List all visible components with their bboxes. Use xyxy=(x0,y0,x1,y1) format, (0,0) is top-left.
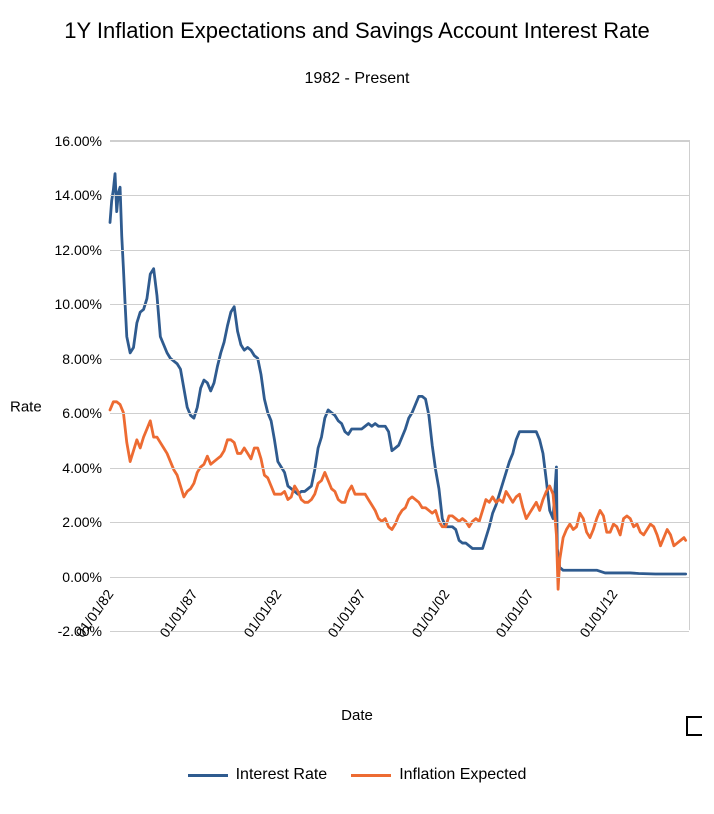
y-tick-label: 12.00% xyxy=(55,242,102,258)
gridline-h xyxy=(110,522,689,523)
legend-label: Interest Rate xyxy=(236,766,328,784)
legend: Interest Rate Inflation Expected xyxy=(0,764,714,785)
gridline-h xyxy=(110,250,689,251)
series-line xyxy=(110,402,686,589)
y-tick-label: 4.00% xyxy=(62,460,102,476)
y-tick-label: 6.00% xyxy=(62,405,102,421)
y-tick-label: 14.00% xyxy=(55,187,102,203)
y-axis-label: Rate xyxy=(10,399,42,416)
gridline-h xyxy=(110,304,689,305)
chart-subtitle: 1982 - Present xyxy=(0,70,714,88)
gridline-h xyxy=(110,468,689,469)
gridline-h xyxy=(110,359,689,360)
chart-title: 1Y Inflation Expectations and Savings Ac… xyxy=(0,18,714,44)
gridline-h xyxy=(110,413,689,414)
corner-glyph xyxy=(686,716,702,736)
chart-lines xyxy=(110,141,689,630)
chart-container: 1Y Inflation Expectations and Savings Ac… xyxy=(0,0,714,814)
y-tick-label: 8.00% xyxy=(62,351,102,367)
y-tick-label: 10.00% xyxy=(55,296,102,312)
legend-label: Inflation Expected xyxy=(399,766,526,784)
y-tick-label: 16.00% xyxy=(55,133,102,149)
x-axis-label: Date xyxy=(0,707,714,724)
legend-item: Interest Rate xyxy=(188,766,328,784)
legend-item: Inflation Expected xyxy=(351,766,526,784)
gridline-h xyxy=(110,631,689,632)
gridline-h xyxy=(110,577,689,578)
legend-swatch xyxy=(351,774,391,777)
y-tick-label: 2.00% xyxy=(62,514,102,530)
legend-swatch xyxy=(188,774,228,777)
gridline-h xyxy=(110,195,689,196)
plot-area: -2.00%0.00%2.00%4.00%6.00%8.00%10.00%12.… xyxy=(110,140,690,630)
gridline-h xyxy=(110,141,689,142)
y-tick-label: 0.00% xyxy=(62,569,102,585)
